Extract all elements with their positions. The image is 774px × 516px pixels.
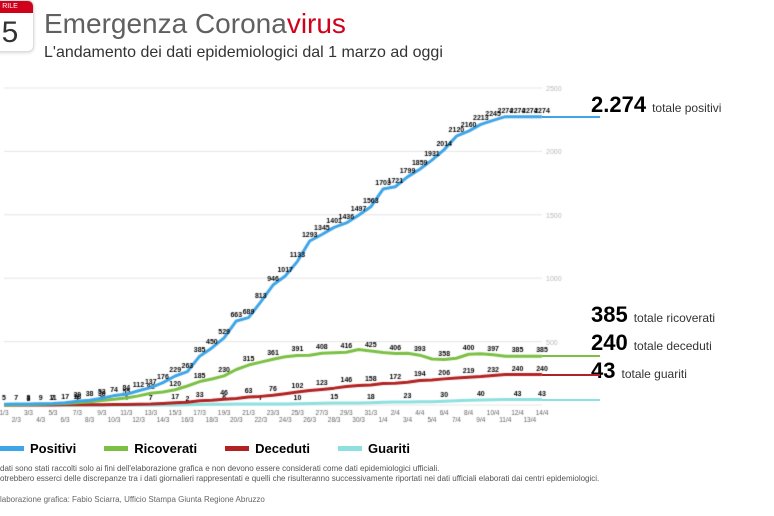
chart-legend: Positivi Ricoverati Deceduti Guariti — [0, 441, 774, 456]
title-text: Emergenza Corona — [44, 8, 287, 39]
total-ricoverati: 385 totale ricoverati — [591, 302, 766, 328]
total-deceduti: 240 totale deceduti — [591, 330, 766, 356]
total-guariti-label: totale guariti — [621, 367, 686, 381]
page-title: Emergenza Coronavirus — [44, 8, 443, 40]
total-positivi: 2.274 totale positivi — [591, 92, 766, 118]
total-ricoverati-label: totale ricoverati — [634, 311, 715, 325]
total-positivi-num: 2.274 — [591, 92, 646, 118]
legend-swatch-positivi — [0, 446, 24, 451]
footer-line1: dati sono stati raccolti solo ai fini de… — [0, 464, 754, 475]
legend-label-positivi: Positivi — [30, 441, 76, 456]
line-chart — [0, 84, 582, 429]
title-accent: virus — [287, 8, 346, 39]
footer-credit: laborazione grafica: Fabio Sciarra, Uffi… — [0, 495, 754, 506]
legend-deceduti: Deceduti — [225, 441, 310, 456]
footer-notes: dati sono stati raccolti solo ai fini de… — [0, 464, 754, 506]
chart-container — [0, 84, 582, 429]
page-subtitle: L'andamento dei dati epidemiologici dal … — [44, 44, 443, 62]
total-positivi-label: totale positivi — [652, 101, 721, 115]
total-deceduti-num: 240 — [591, 330, 628, 356]
legend-swatch-guariti — [338, 446, 362, 451]
legend-guariti: Guariti — [338, 441, 410, 456]
total-guariti-num: 43 — [591, 358, 615, 384]
total-ricoverati-num: 385 — [591, 302, 628, 328]
legend-label-guariti: Guariti — [368, 441, 410, 456]
legend-label-ricoverati: Ricoverati — [134, 441, 197, 456]
total-guariti: 43 totale guariti — [591, 358, 766, 384]
footer-line2: otrebbero esserci delle discrepanze tra … — [0, 474, 754, 485]
legend-label-deceduti: Deceduti — [255, 441, 310, 456]
total-deceduti-label: totale deceduti — [634, 339, 712, 353]
header: Emergenza Coronavirus L'andamento dei da… — [0, 8, 774, 62]
legend-swatch-deceduti — [225, 446, 249, 451]
legend-positivi: Positivi — [0, 441, 76, 456]
legend-ricoverati: Ricoverati — [104, 441, 197, 456]
legend-swatch-ricoverati — [104, 446, 128, 451]
